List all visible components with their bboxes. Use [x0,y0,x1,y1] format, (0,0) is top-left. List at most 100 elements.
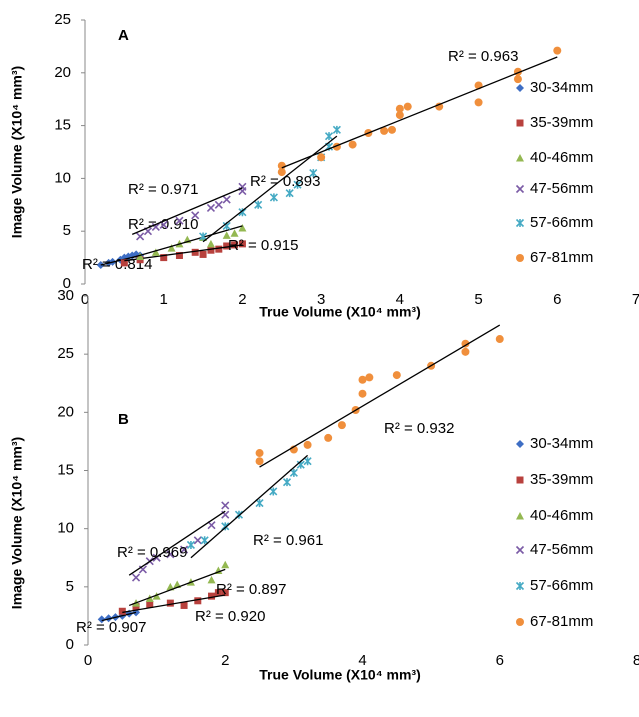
marker-shape [166,550,175,559]
y-tick-label: 0 [63,275,71,292]
marker-shape [160,254,168,262]
marker [285,189,294,198]
x-tick-label: 0 [84,652,92,669]
r2-label: R² = 0.969 [117,544,187,561]
x-tick-label: 6 [553,291,561,308]
marker-shape [387,125,396,134]
marker-shape [516,119,524,127]
marker [495,335,504,344]
x-tick-label: 2 [238,291,246,308]
x-tick-label: 5 [474,291,482,308]
legend-label: 35-39mm [530,471,593,488]
x-tick-label: 8 [633,652,639,669]
marker [332,125,341,134]
trendline [281,56,558,169]
marker [151,222,160,232]
marker [191,248,199,256]
marker-shape [231,241,239,249]
legend-label: 35-39mm [530,114,593,131]
marker [337,421,346,430]
marker [255,449,264,458]
marker-shape [222,231,231,239]
marker [516,119,524,127]
marker [199,250,207,258]
marker [166,550,175,559]
marker-shape [269,487,278,496]
marker [193,536,202,545]
y-tick-label: 15 [57,461,74,478]
marker [175,216,184,225]
marker [255,499,264,508]
marker [269,487,278,496]
trendline [259,324,501,468]
marker [199,232,208,241]
marker-shape [516,84,524,92]
marker-shape [238,240,246,248]
marker-shape [289,468,298,477]
marker [167,244,176,252]
legend-label: 57-66mm [530,214,593,231]
marker [365,373,374,382]
y-tick-label: 0 [66,636,74,653]
panel-label: A [118,27,129,44]
marker [392,371,401,380]
y-tick-label: 20 [54,64,71,81]
marker-shape [191,211,200,220]
marker-shape [136,252,145,261]
marker-shape [254,200,263,209]
marker-shape [515,545,525,555]
marker-shape [255,457,264,466]
marker [553,46,562,55]
panel-label: B [118,411,129,428]
marker-shape [199,232,208,241]
marker-shape [214,200,223,209]
marker [175,251,183,259]
x-tick-label: 7 [632,291,639,308]
marker [221,501,230,510]
marker [231,241,239,249]
legend-label: 40-46mm [530,149,593,166]
marker-shape [221,522,230,531]
y-tick-label: 30 [57,287,74,304]
y-tick-label: 15 [54,117,71,134]
marker [516,512,524,520]
marker-shape [214,589,222,597]
marker-shape [191,248,199,256]
marker-shape [317,153,326,162]
marker-shape [166,582,175,591]
marker [151,248,160,256]
marker [207,521,216,530]
marker [166,582,175,591]
marker [515,184,525,194]
marker-shape [553,46,562,55]
marker [180,601,188,609]
marker [516,254,524,262]
marker-shape [255,449,264,458]
marker-shape [180,601,188,609]
y-tick-label: 5 [66,578,74,595]
marker-shape [193,536,202,545]
marker [516,476,524,484]
marker [238,240,246,248]
marker-shape [207,246,215,254]
marker-shape [238,224,247,232]
marker [194,597,202,605]
marker [380,126,389,135]
marker-shape [474,98,483,107]
legend-label: 30-34mm [530,435,593,452]
marker [516,154,524,162]
marker [293,180,302,189]
marker [277,168,286,177]
x-tick-label: 3 [317,291,325,308]
r2-label: R² = 0.961 [253,532,323,549]
r2-label: R² = 0.897 [216,581,286,598]
y-tick-label: 25 [54,11,71,28]
marker [118,607,126,615]
marker [97,615,106,624]
x-axis-title: True Volume (X10⁴ mm³) [259,304,420,320]
marker [230,229,239,237]
marker [206,203,216,213]
r2-label: R² = 0.971 [128,181,198,198]
marker [515,545,525,555]
marker-shape [332,125,341,134]
